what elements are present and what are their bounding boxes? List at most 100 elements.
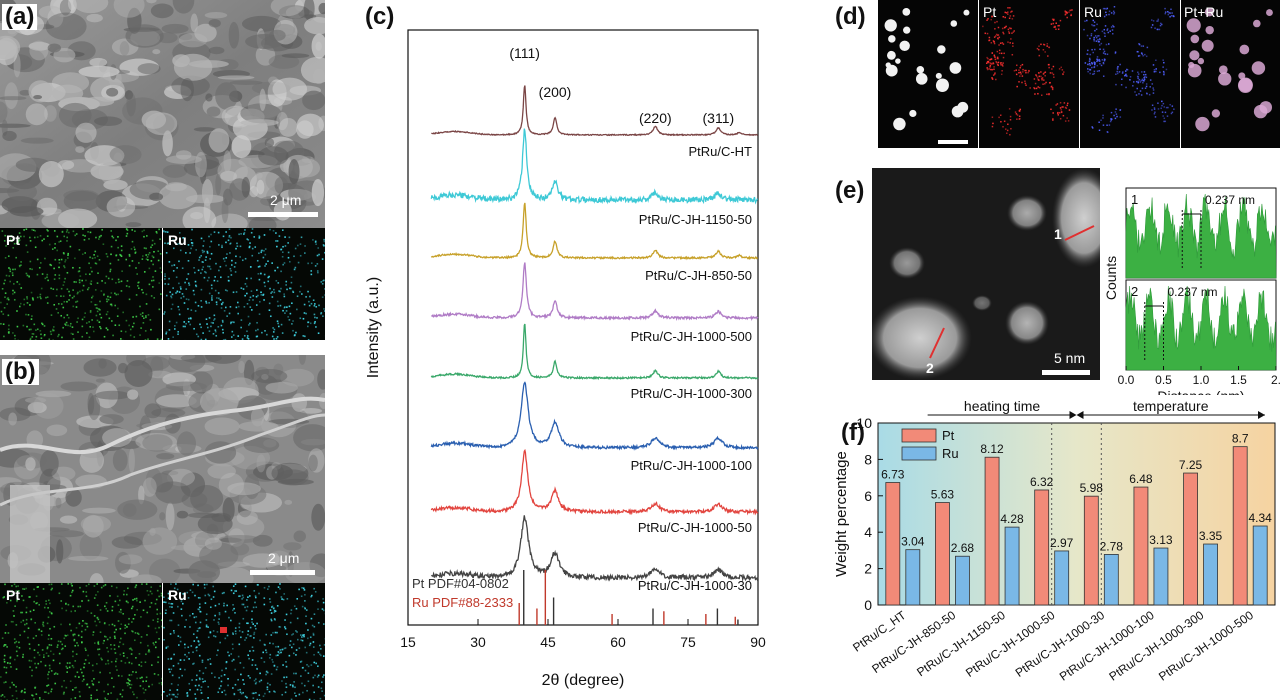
xrd-plot-frame: [407, 29, 759, 626]
map-label-ru: Ru: [1084, 4, 1102, 20]
xrd-reference-label: Pt PDF#04-0802: [412, 576, 509, 591]
bar-value-label: 5.98: [1080, 481, 1104, 495]
profile-xtick-label: 0.0: [1118, 373, 1135, 387]
bar-ru: [905, 549, 921, 606]
map-ptru-d: [1181, 0, 1280, 148]
edx-map-pt-b: [0, 583, 162, 700]
sem-image-b: [0, 355, 325, 583]
profile-index-label: 1: [1131, 192, 1138, 207]
xrd-curve: [430, 381, 759, 451]
bar-ru: [1103, 554, 1119, 606]
profile-xtick-label: 1.5: [1230, 373, 1247, 387]
xrd-xtick-label: 30: [470, 634, 486, 650]
bar-value-label: 2.97: [1050, 536, 1074, 550]
bar-ytick-label: 0: [864, 597, 872, 613]
bar-ru: [1203, 543, 1218, 606]
xrd-series-label: PtRu/C-JH-1000-300: [631, 386, 752, 401]
panel-label-b: (b): [2, 359, 39, 385]
bar-ytick-label: 10: [856, 415, 872, 431]
bar-pt: [1034, 489, 1050, 606]
map-label-ptru: Pt+Ru: [1184, 4, 1224, 20]
xrd-xtick-label: 75: [680, 634, 696, 650]
xrd-series-label: PtRu/C-JH-1000-30: [638, 578, 752, 593]
panel-label-c: (c): [362, 4, 398, 30]
profile-distance-label: 0.237 nm: [1168, 285, 1218, 299]
group-label-temperature: temperature: [1133, 398, 1209, 414]
bar-value-label: 4.28: [1000, 512, 1024, 526]
bar-value-label: 6.73: [881, 468, 905, 482]
bar-pt: [1232, 446, 1248, 606]
marker-1: 1: [1054, 226, 1062, 242]
panel-a: 2 μm Pt Ru (a): [0, 0, 325, 340]
hrtem-image-e: [872, 168, 1100, 380]
sem-image-a: [0, 0, 325, 228]
xrd-curve: [430, 128, 759, 205]
profile-xtick-label: 1.0: [1193, 373, 1210, 387]
bar-ru: [955, 555, 970, 606]
bar-category-label: PtRu/C-JH-850-50: [869, 608, 958, 676]
bar-ru: [1004, 526, 1020, 606]
edx-map-ru-b: [163, 583, 325, 700]
group-arrowhead: [1076, 411, 1084, 419]
map-pt-d: [979, 0, 1079, 148]
profile-index-label: 2: [1131, 284, 1138, 299]
edx-map-pt-a: [0, 228, 162, 340]
edx-label-pt-b: Pt: [6, 587, 20, 603]
bar-ru: [1252, 525, 1268, 606]
scale-label-b: 2 μm: [268, 550, 300, 566]
edx-label-pt-a: Pt: [6, 232, 20, 248]
profile-xtick-label: 0.5: [1155, 373, 1172, 387]
profile-trace: [1125, 285, 1277, 371]
bar-pt: [984, 456, 1000, 606]
panel-e: 5 nm 1 2: [872, 168, 1100, 380]
group-arrowhead: [1069, 411, 1077, 419]
xrd-xtick-label: 45: [540, 634, 556, 650]
panel-label-a: (a): [2, 4, 38, 30]
panel-b: 2 μm Pt Ru (b): [0, 355, 325, 700]
bar-category-label: PtRu/C-JH-1000-500: [1156, 608, 1256, 684]
xrd-series-label: PtRu/C-JH-1000-500: [631, 329, 752, 344]
bar-category-label: PtRu/C-JH-1000-50: [963, 608, 1058, 680]
legend-label-pt: Pt: [942, 428, 955, 443]
bar-pt: [935, 502, 950, 606]
xrd-xtick-label: 60: [610, 634, 626, 650]
map-label-pt: Pt: [983, 4, 997, 20]
bar-pt: [885, 482, 901, 606]
xrd-curve: [430, 448, 759, 516]
xrd-xtick-label: 15: [400, 634, 416, 650]
marker-2: 2: [926, 360, 934, 376]
bar-ru: [1054, 550, 1070, 606]
bar-value-label: 6.32: [1030, 475, 1054, 489]
xrd-xtick-label: 90: [750, 634, 766, 650]
xrd-chart: 15 30 45 60 75 90 2θ (degree) Intensity (a.u.) P…: [365, 29, 766, 689]
group-label-heating: heating time: [964, 398, 1040, 414]
profile-xtick-label: 2.: [1271, 373, 1280, 387]
xrd-series-label: PtRu/C-JH-1150-50: [639, 212, 752, 227]
xrd-ylabel: Intensity (a.u.): [365, 277, 382, 378]
bar-category-label: PtRu/C-JH-1150-50: [914, 608, 1008, 680]
bar-ytick-label: 8: [864, 451, 872, 467]
line-profile-chart: 1 0.237 nm 2 0.237 nm 0.0 0.5 1.0 1.5 2. Distance…: [1103, 187, 1280, 395]
xrd-series-label: PtRu/C-JH-850-50: [645, 268, 752, 283]
xrd-curve: [430, 202, 759, 261]
bar-value-label: 6.48: [1129, 472, 1153, 486]
scale-label-e: 5 nm: [1054, 350, 1086, 366]
bar-ru: [1153, 547, 1169, 606]
bar-pt: [1133, 486, 1149, 606]
bar-ylabel: Weight percentage: [833, 451, 850, 577]
xrd-curve: [430, 323, 759, 381]
xrd-curve: [431, 85, 759, 137]
bar-value-label: 7.25: [1179, 458, 1203, 472]
bar-value-label: 3.04: [901, 535, 925, 549]
xrd-peak-label: (220): [639, 110, 672, 126]
xrd-curve: [431, 262, 759, 321]
bar-value-label: 3.13: [1149, 533, 1173, 547]
legend-swatch-pt: [901, 428, 937, 443]
bar-value-label: 3.35: [1199, 529, 1223, 543]
xrd-series-label: PtRu/C-JH-1000-50: [638, 520, 752, 535]
bar-ytick-label: 6: [864, 488, 872, 504]
xrd-reference-label: Ru PDF#88-2333: [412, 595, 513, 610]
group-arrowhead: [1258, 411, 1265, 419]
xrd-series-label: PtRu/C-JH-1000-100: [631, 458, 752, 473]
